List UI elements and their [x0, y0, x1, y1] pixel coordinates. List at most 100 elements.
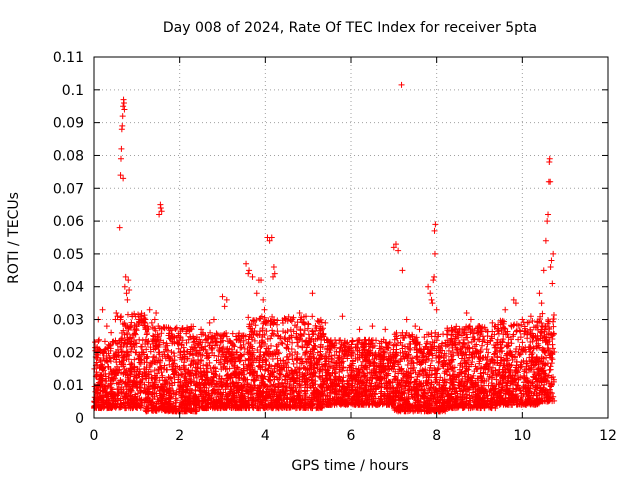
data-point [144, 405, 151, 412]
data-point [114, 385, 121, 392]
data-point [164, 366, 171, 373]
data-point [108, 403, 115, 410]
data-point [181, 348, 188, 355]
data-point [237, 344, 244, 351]
data-point [182, 394, 189, 401]
data-point [144, 388, 151, 395]
data-point [155, 349, 162, 356]
data-point [158, 383, 165, 390]
data-point [144, 339, 151, 346]
data-point [150, 346, 157, 353]
data-point [252, 322, 259, 329]
data-point [149, 324, 156, 331]
data-point [166, 327, 173, 334]
data-point [164, 387, 171, 394]
data-point [136, 359, 143, 366]
data-point [120, 361, 127, 368]
data-point [316, 373, 323, 380]
data-point [124, 381, 131, 388]
data-point [153, 337, 160, 344]
data-point [173, 408, 180, 415]
data-point [197, 351, 204, 358]
data-point [127, 323, 134, 330]
data-point [131, 310, 138, 317]
data-point [131, 378, 138, 385]
data-point [100, 349, 107, 356]
data-point [183, 339, 190, 346]
data-point [180, 348, 187, 355]
data-point [120, 399, 127, 406]
data-point [154, 370, 161, 377]
data-point [135, 355, 142, 362]
data-point [137, 379, 144, 386]
data-point [131, 399, 138, 406]
data-point [160, 402, 167, 409]
data-point [162, 344, 169, 351]
data-point [133, 368, 140, 375]
data-point [295, 343, 302, 350]
data-point [118, 358, 125, 365]
data-point [120, 353, 127, 360]
data-point [115, 389, 122, 396]
data-point [100, 355, 107, 362]
data-point [171, 368, 178, 375]
data-point [168, 405, 175, 412]
data-point [187, 401, 194, 408]
data-point [133, 349, 140, 356]
data-point [139, 399, 146, 406]
data-point [91, 383, 98, 390]
data-point [132, 340, 139, 347]
data-point [169, 382, 176, 389]
data-point [109, 377, 116, 384]
data-point [134, 404, 141, 411]
data-point [128, 346, 135, 353]
data-point [153, 407, 160, 414]
data-point [146, 363, 153, 370]
data-point [168, 393, 175, 400]
data-point [428, 330, 435, 337]
data-point [99, 350, 106, 357]
data-point [109, 338, 116, 345]
data-point [165, 332, 172, 339]
data-point [131, 322, 138, 329]
data-point [118, 343, 125, 350]
data-point [465, 339, 472, 346]
data-point [123, 356, 130, 363]
data-point [164, 347, 171, 354]
data-point [173, 397, 180, 404]
data-point [128, 369, 135, 376]
data-point [105, 341, 112, 348]
data-point [119, 354, 126, 361]
data-point [212, 365, 219, 372]
data-point [176, 336, 183, 343]
data-point [216, 345, 223, 352]
data-point [287, 326, 294, 333]
data-point [122, 371, 129, 378]
data-point [152, 383, 159, 390]
data-point [156, 364, 163, 371]
data-point [143, 375, 150, 382]
data-point [148, 360, 155, 367]
data-point [162, 399, 169, 406]
data-point [190, 333, 197, 340]
data-point [143, 331, 150, 338]
data-point [125, 338, 132, 345]
data-point [240, 367, 247, 374]
data-point [154, 396, 161, 403]
data-point [94, 397, 101, 404]
data-point [175, 340, 182, 347]
data-point [478, 342, 485, 349]
data-point [112, 398, 119, 405]
data-point [110, 352, 117, 359]
data-point [94, 387, 101, 394]
data-point [179, 384, 186, 391]
data-point [421, 334, 428, 341]
data-point [188, 326, 195, 333]
data-point [189, 348, 196, 355]
data-point [127, 365, 134, 372]
data-point [405, 352, 412, 359]
data-point [159, 372, 166, 379]
data-point [136, 352, 143, 359]
data-point [152, 327, 159, 334]
